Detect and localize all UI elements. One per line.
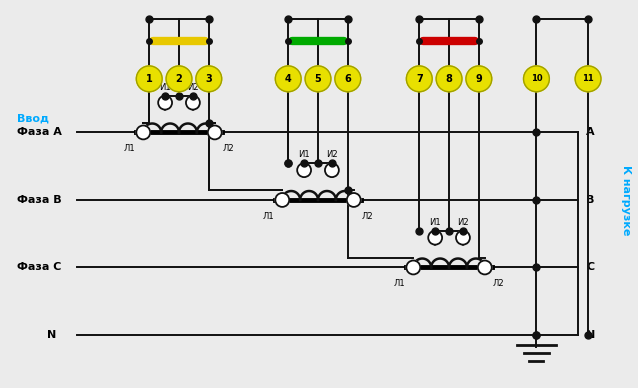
Circle shape [436, 66, 462, 92]
Circle shape [347, 193, 360, 207]
Text: Фаза A: Фаза A [17, 127, 62, 137]
Circle shape [325, 163, 339, 177]
Text: Л2: Л2 [493, 279, 505, 288]
Text: И2: И2 [457, 218, 469, 227]
Text: Л2: Л2 [362, 212, 373, 221]
Circle shape [208, 125, 221, 139]
Text: Л1: Л1 [263, 212, 274, 221]
Text: Л1: Л1 [394, 279, 405, 288]
Text: И1: И1 [299, 150, 310, 159]
Circle shape [297, 163, 311, 177]
Text: N: N [586, 330, 595, 340]
Text: 8: 8 [445, 74, 452, 84]
Text: 6: 6 [345, 74, 351, 84]
Text: Ввод: Ввод [17, 114, 49, 123]
Circle shape [575, 66, 601, 92]
Text: И2: И2 [187, 83, 198, 92]
Circle shape [478, 260, 492, 274]
Text: 7: 7 [416, 74, 422, 84]
Circle shape [276, 66, 301, 92]
Text: 10: 10 [531, 74, 542, 83]
Text: Фаза B: Фаза B [17, 195, 62, 205]
Text: И1: И1 [160, 83, 171, 92]
Text: 5: 5 [315, 74, 322, 84]
Circle shape [137, 66, 162, 92]
Text: Л2: Л2 [223, 144, 234, 153]
Text: И2: И2 [326, 150, 338, 159]
Text: Л1: Л1 [124, 144, 135, 153]
Text: B: B [586, 195, 595, 205]
Circle shape [406, 260, 420, 274]
Circle shape [166, 66, 192, 92]
Text: К нагрузке: К нагрузке [621, 165, 631, 235]
Circle shape [196, 66, 221, 92]
Text: 4: 4 [285, 74, 292, 84]
Circle shape [466, 66, 492, 92]
Text: 9: 9 [475, 74, 482, 84]
Circle shape [406, 66, 432, 92]
Text: C: C [586, 262, 594, 272]
Circle shape [524, 66, 549, 92]
Text: Фаза C: Фаза C [17, 262, 61, 272]
Circle shape [137, 125, 150, 139]
Text: И1: И1 [429, 218, 441, 227]
Circle shape [158, 96, 172, 109]
Circle shape [305, 66, 331, 92]
Text: 2: 2 [175, 74, 182, 84]
Circle shape [456, 231, 470, 245]
Text: 3: 3 [205, 74, 212, 84]
Circle shape [428, 231, 442, 245]
Text: 1: 1 [146, 74, 152, 84]
Text: 11: 11 [582, 74, 594, 83]
Circle shape [335, 66, 360, 92]
Circle shape [276, 193, 289, 207]
Text: N: N [47, 330, 56, 340]
Text: A: A [586, 127, 595, 137]
Circle shape [186, 96, 200, 109]
